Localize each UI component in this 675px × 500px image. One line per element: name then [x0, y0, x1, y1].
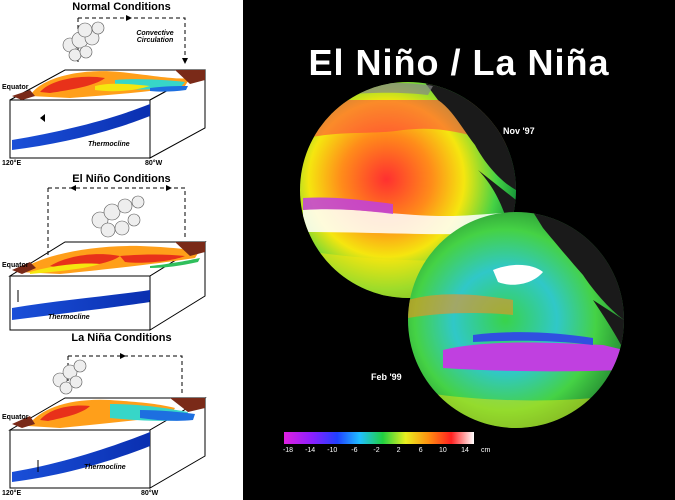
globe2-date-label: Feb '99	[371, 372, 402, 382]
lon-right-la-nina: 80°W	[141, 490, 159, 497]
lon-right-normal: 80°W	[145, 160, 163, 167]
panel-title-el-nino: El Niño Conditions	[72, 173, 171, 185]
color-scale-bar	[284, 432, 474, 444]
scale-tick: 10	[438, 447, 447, 454]
land-west-normal	[12, 90, 35, 100]
thermocline-label-la-nina: Thermocline	[84, 464, 126, 471]
el-nino-diagram	[8, 185, 207, 331]
thermocline-label-normal: Thermocline	[88, 141, 130, 148]
convective-label: Convective Circulation	[136, 30, 174, 44]
thermocline-la-nina	[12, 432, 150, 482]
scale-unit: cm	[481, 447, 491, 454]
thermocline-normal	[12, 104, 150, 150]
la-nina-diagram	[8, 353, 207, 489]
land-east-normal	[175, 70, 205, 84]
main-title: El Niño / La Niña	[308, 42, 610, 83]
cloud-normal	[62, 21, 105, 62]
lon-left-la-nina: 120°E	[2, 490, 22, 497]
globe1-date-label: Nov '97	[503, 126, 535, 136]
scale-tick: -14	[305, 447, 316, 454]
scale-tick: 2	[396, 447, 401, 454]
sea-level-globes-panel: El Niño / La Niña	[243, 0, 675, 500]
equator-label-la-nina: Equator	[2, 414, 29, 421]
la-nina-cool-band	[443, 342, 624, 372]
equator-label-normal: Equator	[2, 84, 29, 91]
thermocline-label-el-nino: Thermocline	[48, 314, 90, 321]
scale-tick: 14	[461, 447, 469, 454]
ocean-conditions-panel: Normal Conditions Convective Circulation…	[0, 0, 243, 500]
lon-left-normal: 120°E	[2, 160, 22, 167]
scale-tick: -2	[373, 447, 380, 454]
equator-label-el-nino: Equator	[2, 262, 29, 269]
panel-title-la-nina: La Niña Conditions	[71, 332, 172, 344]
scale-tick: -18	[282, 447, 294, 454]
globe-feb-99	[408, 212, 624, 428]
scale-tick: -6	[351, 447, 358, 454]
thermocline-el-nino	[12, 290, 150, 320]
normal-diagram	[9, 15, 206, 159]
cloud-el-nino	[91, 195, 145, 238]
globes	[284, 82, 624, 444]
scale-tick: 6	[418, 447, 423, 454]
panel-title-normal: Normal Conditions	[72, 1, 171, 13]
cloud-la-nina	[52, 359, 87, 395]
ocean-diagrams	[8, 15, 207, 489]
scale-tick: -10	[327, 447, 338, 454]
